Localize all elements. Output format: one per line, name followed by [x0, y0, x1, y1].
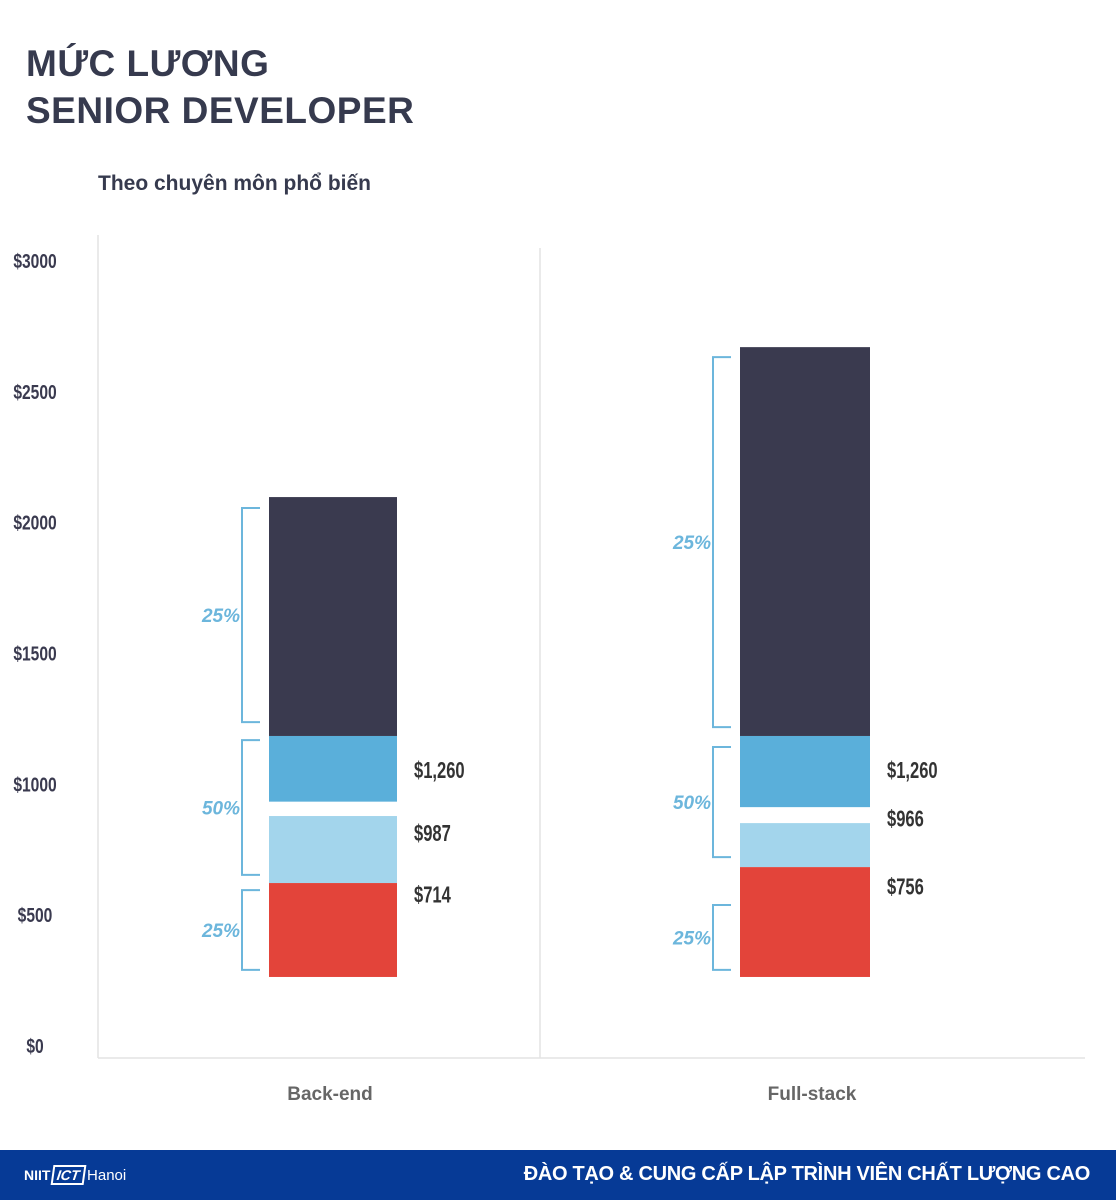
percent-bracket	[712, 356, 731, 729]
percent-label: 25%	[201, 921, 240, 942]
y-tick-label: $2500	[13, 381, 56, 403]
value-label: $1,260	[887, 759, 938, 784]
percent-label: 25%	[201, 606, 240, 627]
x-category-label: Full-stack	[768, 1084, 857, 1105]
bar-segment-mid	[269, 735, 397, 802]
bar-segment-bottom	[740, 867, 870, 977]
bar-segment-low_mid	[740, 823, 870, 868]
value-label: $756	[887, 875, 924, 900]
percent-label: 25%	[672, 928, 711, 949]
percent-label: 50%	[673, 793, 711, 814]
value-label: $1,260	[414, 759, 465, 784]
y-tick-label: $500	[18, 904, 53, 926]
percent-bracket	[241, 889, 260, 971]
y-tick-label: $1500	[13, 643, 56, 665]
y-tick-label: $0	[26, 1035, 43, 1057]
bar-segment-low_mid	[269, 816, 397, 884]
bar-segment-bottom	[269, 883, 397, 977]
x-category-label: Back-end	[287, 1084, 373, 1105]
salary-chart: $0 $500 $1000 $1500 $2000 $2500 $3000 $1,260 $98…	[13, 235, 1085, 1105]
percent-label: 50%	[202, 799, 240, 820]
percent-bracket	[712, 745, 731, 859]
footer-banner: NIIT ICT Hanoi ĐÀO TẠO & CUNG CẤP LẬP TRÌN…	[0, 1150, 1116, 1200]
value-label: $987	[414, 822, 451, 847]
y-tick-label: $1000	[13, 773, 56, 795]
footer-slogan: ĐÀO TẠO & CUNG CẤP LẬP TRÌNH VIÊN CHẤT L…	[523, 1163, 1091, 1185]
chart-subtitle: Theo chuyên môn phổ biến	[98, 172, 371, 195]
percent-label: 25%	[672, 533, 711, 554]
niit-ict-hanoi-logo: NIIT ICT Hanoi	[24, 1165, 127, 1185]
title-line-1: MỨC LƯƠNG	[26, 43, 270, 84]
chart-title: MỨC LƯƠNG SENIOR DEVELOPER	[26, 40, 414, 134]
y-tick-label: $2000	[13, 512, 56, 534]
title-line-2: SENIOR DEVELOPER	[26, 90, 415, 131]
percent-bracket	[712, 904, 731, 971]
y-tick-label: $3000	[13, 250, 56, 272]
value-label: $714	[414, 883, 452, 908]
value-label: $966	[887, 807, 924, 832]
percent-bracket	[241, 739, 260, 876]
bar-segment-top	[269, 497, 397, 736]
bar-segment-mid	[740, 735, 870, 808]
percent-bracket	[241, 507, 260, 724]
bar-segment-top	[740, 347, 870, 736]
